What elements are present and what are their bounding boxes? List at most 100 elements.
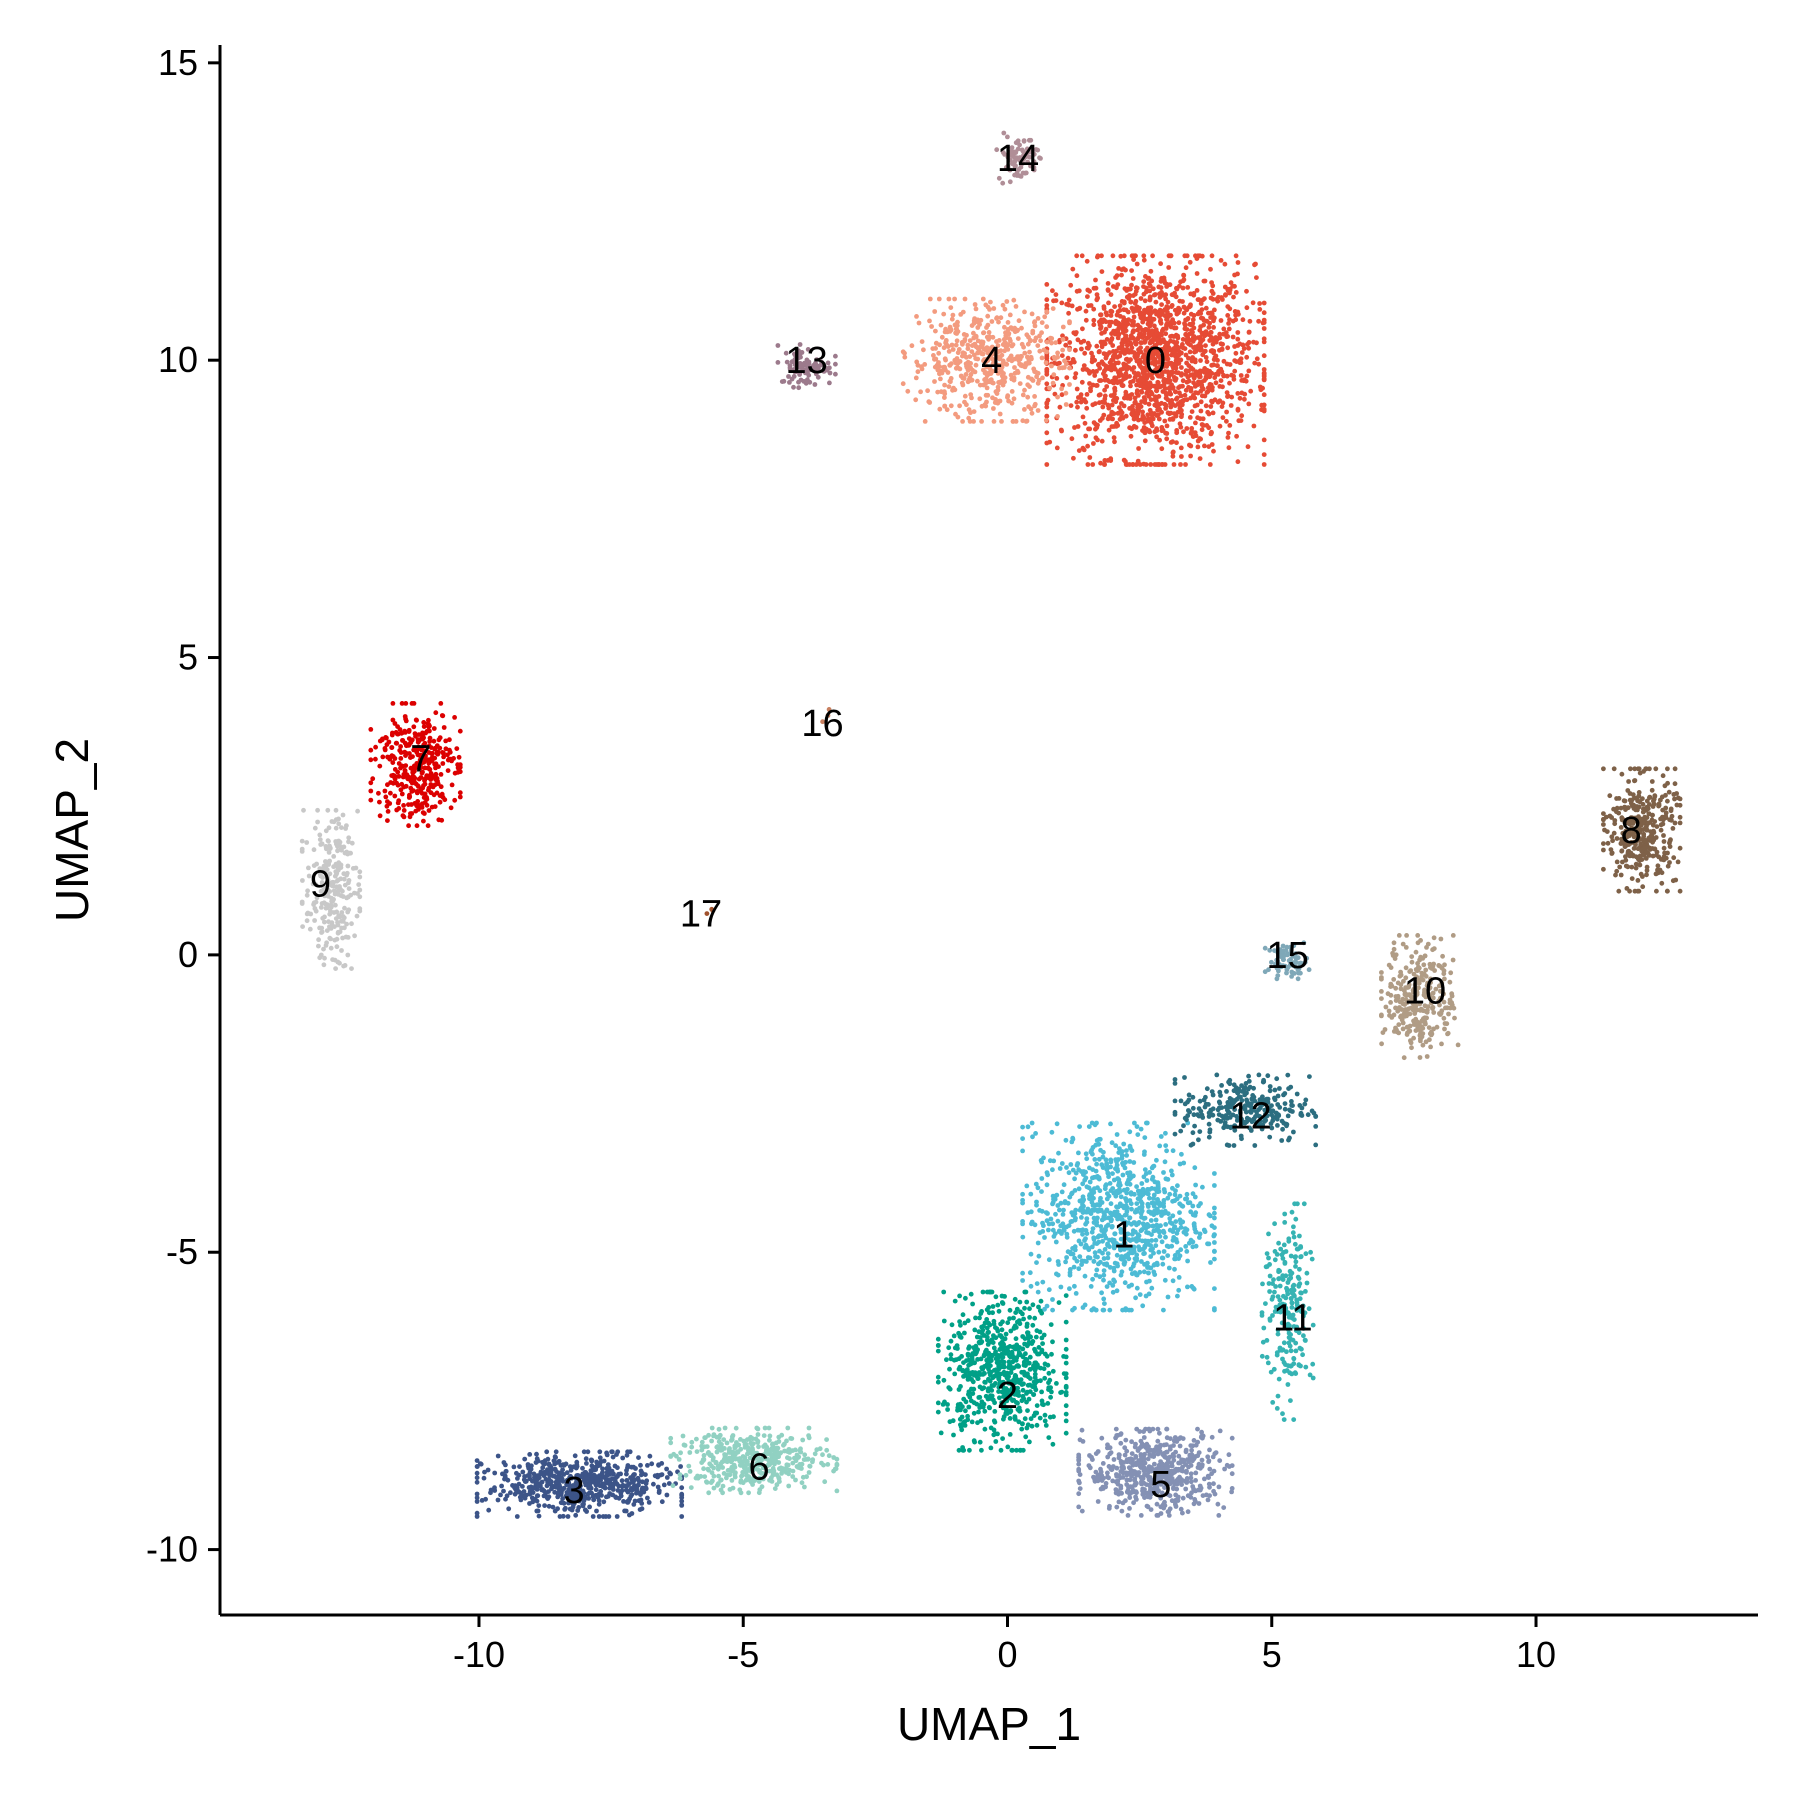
cluster-0-point	[1093, 435, 1099, 441]
cluster-4-point	[927, 318, 932, 324]
cluster-0-point	[1075, 404, 1080, 410]
cluster-1-point	[1073, 1207, 1079, 1213]
cluster-4-point	[1044, 309, 1050, 315]
cluster-3-point	[583, 1456, 589, 1462]
cluster-2-point	[941, 1318, 947, 1324]
cluster-0-point	[1127, 393, 1132, 398]
cluster-1-point	[1028, 1283, 1034, 1289]
cluster-5-point	[1209, 1434, 1215, 1440]
cluster-1-point	[1090, 1276, 1095, 1282]
cluster-2-point	[988, 1445, 994, 1451]
cluster-5-point	[1175, 1476, 1181, 1482]
cluster-0-point	[1087, 288, 1092, 294]
cluster-0-point	[1120, 366, 1126, 371]
cluster-0-point	[1204, 423, 1210, 428]
cluster-3-point	[588, 1468, 594, 1473]
cluster-2-point	[935, 1400, 941, 1406]
cluster-3-point	[474, 1491, 480, 1497]
cluster-1-point	[1165, 1294, 1171, 1300]
cluster-1-point	[1179, 1151, 1184, 1157]
cluster-4-point	[1009, 400, 1015, 406]
cluster-0-point	[1063, 342, 1069, 348]
cluster-1-point	[1091, 1175, 1097, 1180]
cluster-3-point	[574, 1497, 580, 1503]
cluster-1-point	[1030, 1134, 1035, 1140]
cluster-4-point	[985, 313, 991, 319]
cluster-5-point	[1122, 1445, 1128, 1451]
cluster-1-point	[1084, 1259, 1089, 1264]
cluster-5-point	[1157, 1430, 1162, 1436]
cluster-0-point	[1091, 317, 1097, 323]
cluster-5-point	[1229, 1486, 1235, 1491]
cluster-0-point	[1099, 269, 1105, 274]
cluster-0-point	[1112, 439, 1117, 445]
cluster-4-point	[962, 393, 968, 399]
cluster-4-point	[1055, 394, 1060, 400]
cluster-0-point	[1120, 346, 1126, 352]
cluster-4-point	[1063, 361, 1069, 367]
cluster-2-point	[1019, 1398, 1025, 1404]
cluster-3-point	[567, 1464, 573, 1469]
cluster-0-point	[1177, 283, 1182, 289]
cluster-1-point	[1170, 1148, 1176, 1154]
cluster-4-point	[1051, 372, 1057, 378]
cluster-0-point	[1209, 336, 1215, 342]
cluster-3-point	[546, 1477, 552, 1483]
cluster-3-point	[582, 1507, 588, 1513]
cluster-1-point	[1131, 1246, 1137, 1252]
cluster-0-point	[1184, 397, 1190, 403]
cluster-0-point	[1143, 274, 1148, 279]
cluster-1-point	[1138, 1126, 1144, 1132]
cluster-0-point	[1218, 258, 1224, 263]
cluster-2-point	[1020, 1311, 1025, 1317]
cluster-2-point	[1027, 1306, 1032, 1312]
cluster-0-point	[1164, 322, 1169, 328]
cluster-3-point	[664, 1466, 669, 1472]
cluster-0-point	[1184, 253, 1190, 259]
cluster-2-point	[960, 1368, 965, 1374]
cluster-2-point	[992, 1409, 998, 1414]
cluster-0-point	[1098, 460, 1103, 466]
cluster-2-point	[1034, 1403, 1040, 1408]
cluster-2-point	[1007, 1316, 1012, 1321]
cluster-0-point	[1149, 413, 1155, 418]
cluster-1-point	[1092, 1241, 1098, 1246]
cluster-4-point	[1030, 328, 1036, 334]
cluster-0-point	[1149, 391, 1155, 397]
cluster-1-point	[1177, 1253, 1183, 1259]
cluster-2-point	[1022, 1416, 1028, 1422]
cluster-4-point	[939, 334, 945, 340]
cluster-0-point	[1203, 305, 1209, 311]
cluster-0-point	[1236, 418, 1242, 424]
cluster-1-point	[1037, 1208, 1042, 1213]
cluster-1-point	[1185, 1200, 1191, 1206]
cluster-3-point	[580, 1488, 586, 1494]
cluster-0-point	[1213, 380, 1219, 386]
cluster-2-point	[966, 1375, 972, 1381]
cluster-0-point	[1122, 351, 1127, 356]
cluster-0-point	[1244, 373, 1250, 379]
cluster-0-point	[1157, 355, 1163, 360]
cluster-0-point	[1199, 393, 1205, 399]
cluster-2-point	[1051, 1414, 1056, 1420]
cluster-1-point	[1122, 1241, 1128, 1246]
cluster-1-point	[1063, 1137, 1069, 1143]
cluster-0-point	[1131, 329, 1136, 334]
cluster-0-point	[1227, 423, 1233, 428]
cluster-5-point	[1076, 1466, 1082, 1472]
cluster-0-point	[1209, 429, 1214, 435]
cluster-5-point	[1114, 1504, 1120, 1510]
cluster-1-point	[1150, 1164, 1156, 1170]
cluster-4-point	[1019, 325, 1024, 331]
cluster-4-point	[952, 357, 958, 363]
cluster-0-point	[1079, 253, 1085, 259]
cluster-1-point	[1112, 1209, 1117, 1215]
cluster-3-point	[594, 1492, 600, 1498]
cluster-0-point	[1108, 456, 1114, 462]
cluster-0-point	[1072, 425, 1077, 430]
cluster-0-point	[1174, 440, 1179, 446]
cluster-0-point	[1136, 446, 1141, 451]
cluster-1-point	[1091, 1235, 1097, 1241]
cluster-2-point	[995, 1302, 1001, 1308]
cluster-3-point	[567, 1493, 572, 1498]
